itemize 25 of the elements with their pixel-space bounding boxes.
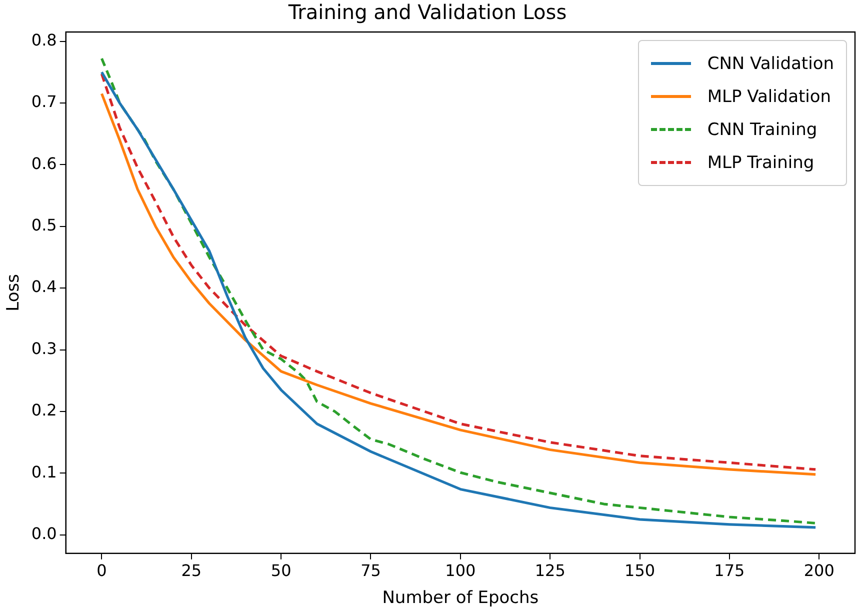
y-tick-label: 0.4	[31, 277, 57, 296]
x-tick-label: 50	[270, 561, 292, 580]
y-tick-label: 0.2	[31, 400, 57, 420]
x-tick-label: 75	[360, 561, 381, 580]
y-tick-label: 0.1	[31, 462, 57, 482]
legend-label: CNN Validation	[707, 54, 834, 74]
y-tick-label: 0.5	[31, 216, 57, 235]
legend-label: CNN Training	[707, 120, 818, 140]
y-tick-label: 0.6	[31, 154, 57, 173]
y-tick-label: 0.0	[31, 524, 57, 544]
legend-label: MLP Validation	[707, 86, 832, 106]
x-tick-label: 175	[714, 561, 745, 580]
x-tick-label: 125	[534, 561, 566, 580]
y-tick-label: 0.7	[31, 92, 57, 112]
x-tick-label: 25	[181, 561, 202, 580]
x-tick-label: 0	[96, 561, 107, 580]
x-tick-label: 100	[445, 561, 476, 580]
x-tick-label: 150	[624, 561, 656, 580]
y-tick-label: 0.3	[31, 338, 57, 358]
y-tick-label: 0.8	[31, 30, 57, 50]
y-axis-title: Loss	[4, 274, 24, 312]
legend-label: MLP Training	[707, 152, 814, 172]
x-axis-title: Number of Epochs	[382, 588, 539, 608]
x-tick-label: 200	[804, 561, 834, 580]
chart-title: Training and Validation Loss	[287, 0, 567, 24]
